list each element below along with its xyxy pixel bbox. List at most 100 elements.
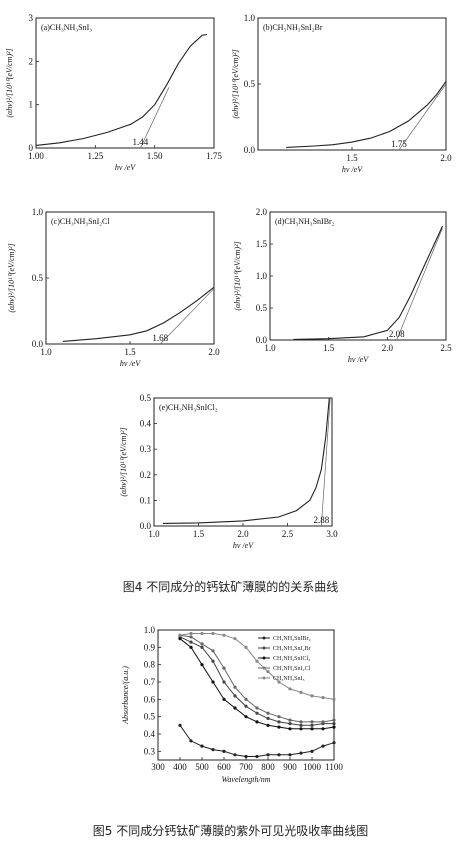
plot-frame: [45, 211, 215, 345]
y-tick-label: 0.5: [256, 303, 268, 313]
x-tick-label: 800: [261, 762, 275, 772]
bandgap-intercept-label: 1.75: [391, 139, 407, 149]
y-tick-label: 0.5: [32, 273, 44, 283]
x-axis-title: Wavelength/nm: [221, 775, 270, 784]
chart-a-svg: 1.00 1.25 1.50 1.75 0 1 2 3 1.44 (a)CH₃NH₃SnI₃ hν …: [5, 13, 222, 172]
series-point: [211, 659, 215, 663]
panel-composition-label: (d)CH₃NH₃SnIBr₂: [275, 217, 335, 226]
absorption-curve: [62, 286, 215, 342]
series-point: [310, 720, 314, 724]
y-tick-label: 0.0: [256, 335, 268, 345]
series-point: [233, 706, 237, 710]
series-point: [299, 727, 303, 731]
series-point: [178, 637, 182, 641]
x-tick-label: 2.0: [208, 347, 220, 357]
legend-marker: [262, 636, 266, 640]
series-point: [233, 637, 237, 641]
figure4-caption: 图4 不同成分的钙钛矿薄膜的的关系曲线: [122, 580, 339, 594]
chart-c-svg: 1.0 1.5 2.0 0.0 0.5 1.0 1.68 (c)CH₃NH₃SnI₂Cl hν …: [7, 207, 220, 368]
series-point: [189, 645, 193, 649]
series-point: [321, 720, 325, 724]
x-tick-label: 500: [195, 762, 209, 772]
series-point: [266, 716, 270, 720]
x-tick-label: 2.5: [282, 529, 294, 539]
y-tick-label: 0.0: [32, 339, 44, 349]
legend-marker: [262, 676, 266, 680]
x-tick-label: 1.75: [206, 151, 222, 161]
y-tick-label: 0.8: [144, 660, 156, 670]
series-point: [332, 722, 336, 726]
y-tick-label: 0.5: [244, 79, 256, 89]
series-point: [299, 751, 303, 755]
series-point: [211, 680, 215, 684]
x-tick-label: 1.50: [147, 151, 163, 161]
x-tick-label: 400: [173, 762, 187, 772]
series-point: [332, 741, 336, 745]
y-tick-label: 0.0: [244, 145, 256, 155]
y-tick-label: 3: [29, 13, 34, 23]
series-point: [211, 649, 215, 653]
x-tick-label: 1.0: [148, 529, 160, 539]
series-point: [189, 631, 193, 636]
panel-a: 1.00 1.25 1.50 1.75 0 1 2 3 1.44 (a)CH₃NH₃SnI₃ hν …: [0, 0, 225, 180]
panel-composition-label: (b)CH₃NH₃SnI₂Br: [263, 23, 323, 32]
series-point: [277, 720, 281, 724]
series-point: [233, 694, 237, 698]
y-axis-title: (αhν)²/[10¹⁰(eV/cm)²]: [233, 241, 242, 310]
series-point: [255, 711, 259, 715]
series-point: [299, 720, 303, 724]
y-tick-label: 0.1: [140, 495, 151, 505]
series-point: [189, 739, 193, 743]
series-point: [244, 645, 248, 649]
y-tick-label: 0.5: [144, 712, 156, 722]
series-point: [222, 680, 226, 684]
series-point: [277, 715, 281, 719]
x-tick-label: 3.0: [326, 529, 338, 539]
series-point: [200, 631, 204, 636]
series-point: [310, 694, 314, 698]
series-point: [332, 718, 336, 722]
bandgap-intercept-label: 1.44: [133, 137, 149, 147]
series-point: [244, 704, 248, 708]
figure5-caption: 图5 不同成分钙钛矿薄膜的紫外可见光吸收率曲线图: [92, 824, 369, 838]
y-tick-label: 0.7: [144, 677, 156, 687]
series-point: [211, 631, 215, 636]
x-axis-title: hν /eV: [115, 163, 136, 172]
series-point: [255, 659, 259, 663]
series-point: [288, 722, 292, 726]
series-point: [277, 725, 281, 729]
x-tick-label: 900: [283, 762, 297, 772]
chart-e-svg: 1.0 1.5 2.0 2.5 3.0 0.0 0.1 0.2 0.3 0.4 0.5 2.88 (e)…: [119, 393, 338, 550]
series-point: [310, 749, 314, 753]
legend-entry: CH₃NH₃SnI₂Br: [273, 646, 311, 652]
y-tick-label: 0.4: [140, 419, 152, 429]
legend-entry: CH₃NH₃SnICl₂: [273, 656, 310, 662]
x-tick-label: 1.0: [264, 343, 276, 353]
series-point: [244, 697, 248, 701]
x-tick-label: 2.5: [440, 343, 452, 353]
panel-b: 1.5 2.0 0.0 0.5 1.0 1.75 (b)CH₃NH₃SnI₂Br hν /eV…: [231, 0, 457, 180]
x-axis-title: hν /eV: [348, 355, 369, 364]
series-point: [200, 663, 204, 667]
chart-d-svg: 1.0 1.5 2.0 2.5 0.0 0.5 1.0 1.5 2.0 2.08 (d)CH₃NH₃…: [233, 207, 452, 364]
panel-composition-label: (c)CH₃NH₃SnI₂Cl: [51, 217, 110, 226]
absorption-curve: [162, 397, 330, 524]
legend-entry: CH₃NH₃SnIBr₂: [273, 636, 311, 642]
series-point: [255, 720, 259, 724]
series-point: [255, 706, 259, 710]
series-point: [266, 711, 270, 715]
y-tick-label: 2.0: [256, 207, 268, 217]
y-axis-title: Absorbance/(a.u.): [121, 666, 130, 725]
x-axis-title: hν /eV: [342, 165, 363, 174]
y-axis-title: (αhν)²/[10¹⁰(eV/cm)²]: [5, 48, 14, 117]
x-tick-label: 1100: [325, 762, 343, 772]
tangent-fit-line: [320, 397, 331, 527]
legend-marker: [262, 656, 266, 660]
absorption-curve: [286, 81, 447, 148]
y-tick-label: 2: [29, 56, 34, 66]
series-point: [178, 633, 182, 637]
x-tick-label: 1.5: [346, 153, 358, 163]
y-axis-title: (αhν)²/[10¹⁰(eV/cm)²]: [119, 427, 128, 496]
x-tick-label: 1000: [303, 762, 322, 772]
x-axis-title: hν /eV: [233, 541, 254, 550]
